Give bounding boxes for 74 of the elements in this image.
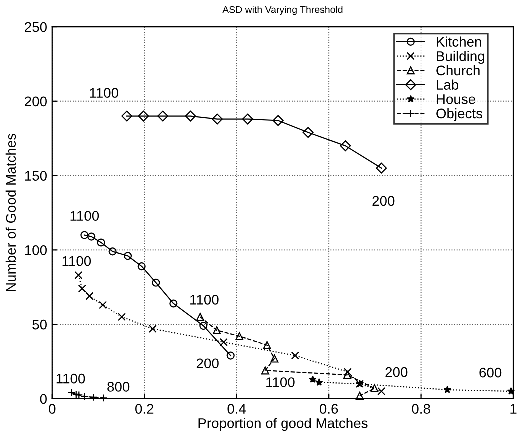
point: [185, 110, 196, 122]
point: [148, 324, 157, 334]
point: [340, 140, 352, 152]
point: [212, 326, 222, 335]
point: [344, 368, 352, 376]
point: [170, 300, 178, 308]
annotation: 1100: [266, 378, 295, 388]
point: [122, 110, 133, 122]
y-tick-label: 250: [25, 22, 47, 32]
y-tick-label: 0: [40, 394, 47, 404]
point: [316, 378, 324, 386]
x-axis-title: Proportion of good Matches: [198, 418, 368, 432]
y-tick-label: 100: [25, 246, 47, 256]
point: [86, 292, 94, 300]
point: [78, 284, 86, 293]
point: [152, 278, 160, 287]
point: [226, 352, 235, 360]
point: [356, 392, 364, 400]
point: [124, 252, 132, 260]
point: [200, 322, 208, 330]
point: [343, 371, 352, 380]
point: [220, 338, 228, 346]
point: [212, 114, 223, 125]
point: [80, 231, 89, 240]
annotation: 200: [372, 196, 395, 206]
legend-label: Lab: [437, 80, 459, 90]
x-tick-label: 0.4: [228, 404, 246, 414]
y-tick-label: 50: [32, 320, 47, 330]
point: [88, 232, 96, 241]
point: [138, 262, 146, 271]
annotation: 800: [108, 382, 130, 392]
annotation: 1100: [90, 88, 118, 98]
x-tick-label: 0.2: [136, 404, 154, 414]
point: [158, 110, 169, 122]
chart-title: ASD with Varying Threshold: [222, 6, 343, 16]
point: [138, 110, 150, 122]
annotation: 200: [386, 367, 408, 378]
legend-label: Objects: [436, 108, 483, 122]
point: [242, 114, 254, 125]
point: [309, 376, 317, 383]
legend-label: House: [437, 94, 476, 104]
point: [99, 301, 108, 310]
x-tick-label: 0.8: [412, 404, 430, 414]
point: [236, 332, 244, 340]
annotation: 200: [196, 358, 219, 369]
annotation: 600: [480, 368, 502, 378]
point: [261, 366, 270, 375]
annotation: 1100: [70, 211, 100, 222]
annotation: 1100: [56, 374, 86, 384]
x-tick-label: 0.6: [320, 404, 338, 414]
point: [370, 384, 379, 393]
point: [291, 352, 300, 360]
point: [263, 341, 272, 350]
point: [376, 162, 388, 174]
point: [444, 386, 452, 394]
point: [270, 354, 279, 363]
annotation: 1100: [62, 256, 92, 266]
y-tick-label: 200: [25, 96, 47, 107]
point: [302, 127, 314, 138]
legend-label: Kitchen: [437, 36, 482, 47]
legend-label: Church: [436, 65, 480, 76]
point: [378, 387, 386, 396]
y-tick-label: 150: [25, 171, 47, 181]
point: [74, 271, 83, 280]
point: [118, 313, 126, 322]
x-tick-label: 1: [510, 404, 517, 414]
y-axis-title: Number of Good Matches: [6, 134, 16, 292]
annotation: 1100: [190, 295, 219, 305]
point: [272, 115, 284, 126]
point: [196, 313, 204, 322]
point: [97, 238, 106, 247]
legend-label: Building: [437, 51, 484, 64]
x-tick-label: 0: [49, 404, 56, 414]
point: [108, 248, 117, 256]
